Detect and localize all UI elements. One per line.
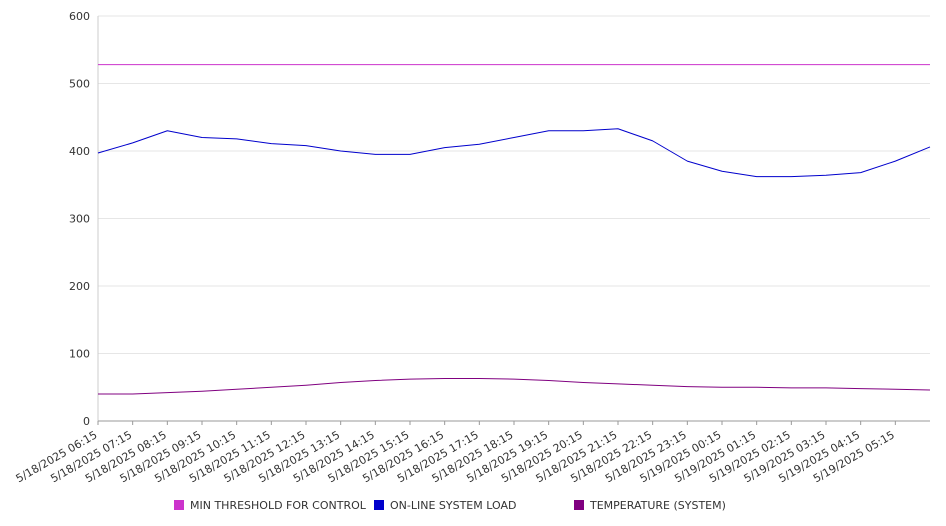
legend-swatch xyxy=(374,500,384,510)
y-tick-label: 500 xyxy=(69,78,90,91)
y-tick-label: 200 xyxy=(69,280,90,293)
series-line-1 xyxy=(97,128,931,178)
grid xyxy=(98,15,930,354)
x-axis-ticks: 5/18/2025 06:155/18/2025 07:155/18/2025 … xyxy=(14,421,897,485)
legend-label: ON-LINE SYSTEM LOAD xyxy=(390,499,516,512)
series-lines xyxy=(97,64,931,395)
series-line-2 xyxy=(98,377,931,395)
legend: MIN THRESHOLD FOR CONTROL ON-LINE SYSTEM … xyxy=(174,499,726,512)
y-tick-label: 600 xyxy=(69,10,90,23)
y-tick-label: 400 xyxy=(69,145,90,158)
legend-label: TEMPERATURE (SYSTEM) xyxy=(589,499,726,512)
y-tick-label: 300 xyxy=(69,213,90,226)
y-tick-label: 100 xyxy=(69,348,90,361)
legend-swatch xyxy=(174,500,184,510)
legend-label: MIN THRESHOLD FOR CONTROL xyxy=(190,499,367,512)
y-tick-label: 0 xyxy=(83,415,90,428)
y-axis-ticks: 0 100 200 300 400 500 600 xyxy=(69,10,90,428)
legend-swatch xyxy=(574,500,584,510)
